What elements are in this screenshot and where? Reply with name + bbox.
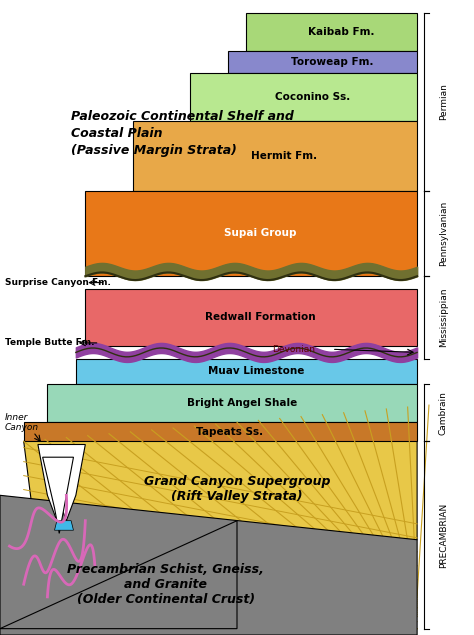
Polygon shape xyxy=(228,51,417,73)
Text: Pennsylvanian: Pennsylvanian xyxy=(439,201,447,266)
Polygon shape xyxy=(0,521,237,629)
Text: Cambrain: Cambrain xyxy=(439,391,447,435)
Text: Grand Canyon Supergroup
(Rift Valley Strata): Grand Canyon Supergroup (Rift Valley Str… xyxy=(144,475,330,503)
Polygon shape xyxy=(24,441,417,629)
Text: Supai Group: Supai Group xyxy=(225,229,297,238)
Text: Hermit Fm.: Hermit Fm. xyxy=(251,150,318,161)
Polygon shape xyxy=(55,521,73,530)
Text: Devonian: Devonian xyxy=(273,345,315,354)
Polygon shape xyxy=(47,384,417,422)
Polygon shape xyxy=(133,121,417,190)
Polygon shape xyxy=(38,444,85,521)
Text: Inner
Canyon: Inner Canyon xyxy=(5,413,39,432)
Text: Mississippian: Mississippian xyxy=(439,288,447,347)
Text: Muav Limestone: Muav Limestone xyxy=(208,366,304,377)
Polygon shape xyxy=(76,359,417,384)
Text: Precambrian Schist, Gneiss,
and Granite
(Older Continental Crust): Precambrian Schist, Gneiss, and Granite … xyxy=(67,563,264,606)
Text: Bright Angel Shale: Bright Angel Shale xyxy=(187,398,297,408)
Text: Temple Butte Fm.: Temple Butte Fm. xyxy=(5,338,94,347)
Text: Surprise Canyon Fm.: Surprise Canyon Fm. xyxy=(5,278,110,287)
Text: Kaibab Fm.: Kaibab Fm. xyxy=(308,27,374,37)
Text: Paleozoic Continental Shelf and
Coastal Plain
(Passive Margin Strata): Paleozoic Continental Shelf and Coastal … xyxy=(71,110,294,157)
Text: Redwall Formation: Redwall Formation xyxy=(205,312,316,323)
Text: Toroweap Fm.: Toroweap Fm. xyxy=(291,57,373,67)
Polygon shape xyxy=(190,73,417,121)
Polygon shape xyxy=(85,289,417,346)
Polygon shape xyxy=(0,495,417,635)
Text: Coconino Ss.: Coconino Ss. xyxy=(275,92,350,102)
Text: PRECAMBRIAN: PRECAMBRIAN xyxy=(439,502,447,568)
Polygon shape xyxy=(24,422,417,441)
Polygon shape xyxy=(246,13,417,51)
Text: Tapeats Ss.: Tapeats Ss. xyxy=(196,427,264,437)
Polygon shape xyxy=(85,190,417,276)
Text: Permian: Permian xyxy=(439,83,447,120)
Polygon shape xyxy=(43,457,73,533)
